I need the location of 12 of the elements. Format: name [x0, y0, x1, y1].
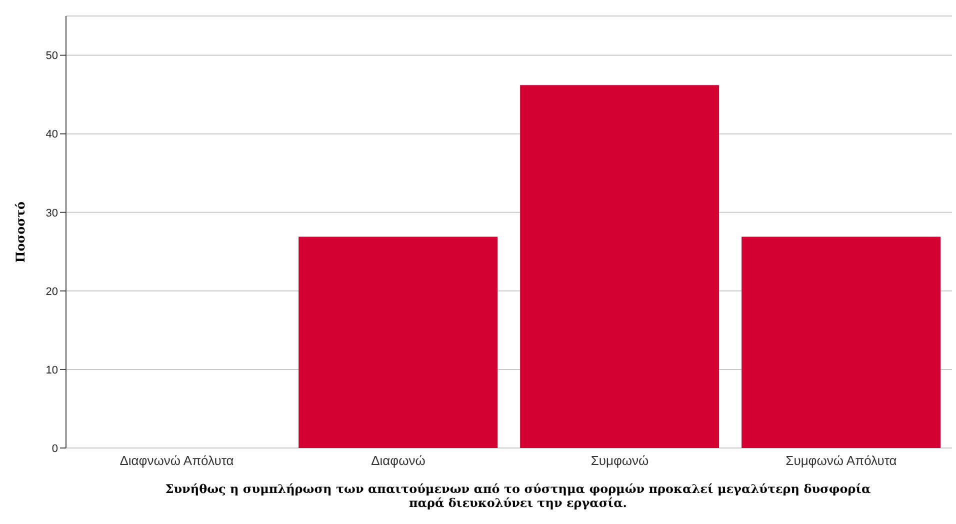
y-tick-label: 50	[46, 50, 58, 62]
y-tick-label: 10	[46, 364, 58, 376]
y-tick-label: 30	[46, 207, 58, 220]
x-tick-label: Διαφνωνώ Απόλυτα	[120, 453, 234, 468]
y-tick-label: 0	[52, 442, 58, 455]
x-axis-title: Συνήθως η συμπλήρωση των απαιτούμενων από το σύστημα φορμών προκαλεί μεγαλύτερη δυσφορία παρά διευκολύνει την εργασία.	[164, 482, 872, 510]
y-tick-label: 40	[46, 128, 58, 141]
y-axis-title: Ποσοστό	[13, 201, 28, 263]
x-tick-label: Συμφωνώ Απόλυτα	[786, 453, 898, 468]
x-tick-label: Διαφωνώ	[371, 453, 426, 468]
y-tick-label: 20	[46, 286, 58, 298]
x-tick-label: Συμφωνώ	[590, 453, 649, 468]
